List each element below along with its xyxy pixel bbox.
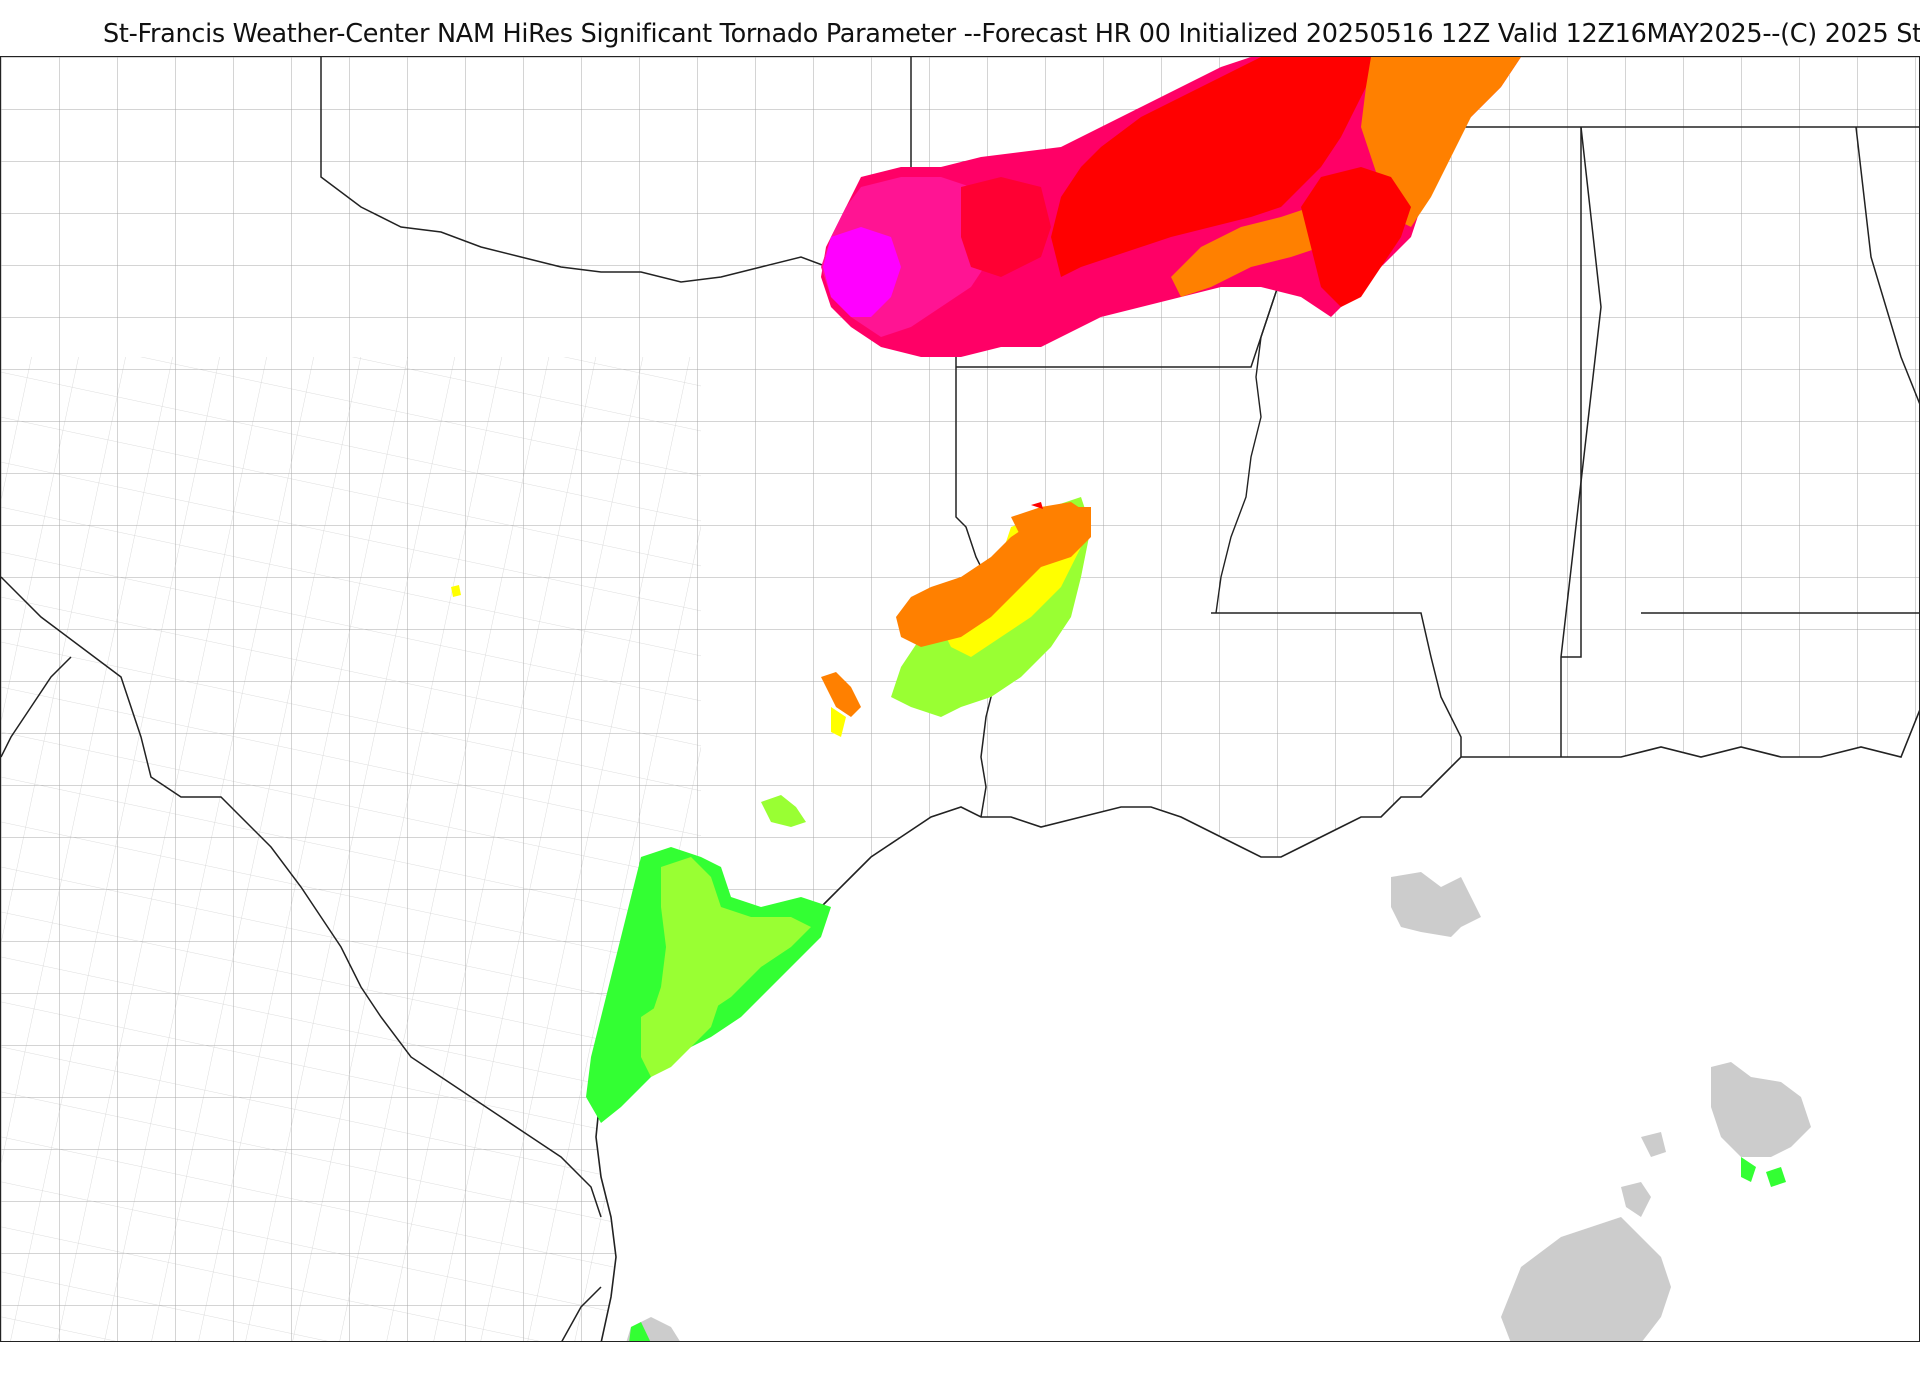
cloud-cover (626, 872, 1811, 1341)
map-title: St-Francis Weather-Center NAM HiRes Sign… (103, 19, 1920, 49)
map-canvas (1, 57, 1919, 1341)
stp-northern-band (821, 57, 1521, 357)
map-panel[interactable] (0, 56, 1920, 1342)
footer-blank (0, 1342, 1920, 1400)
stp-central-cluster (451, 497, 1091, 827)
stp-coastal-tx (586, 847, 1786, 1341)
